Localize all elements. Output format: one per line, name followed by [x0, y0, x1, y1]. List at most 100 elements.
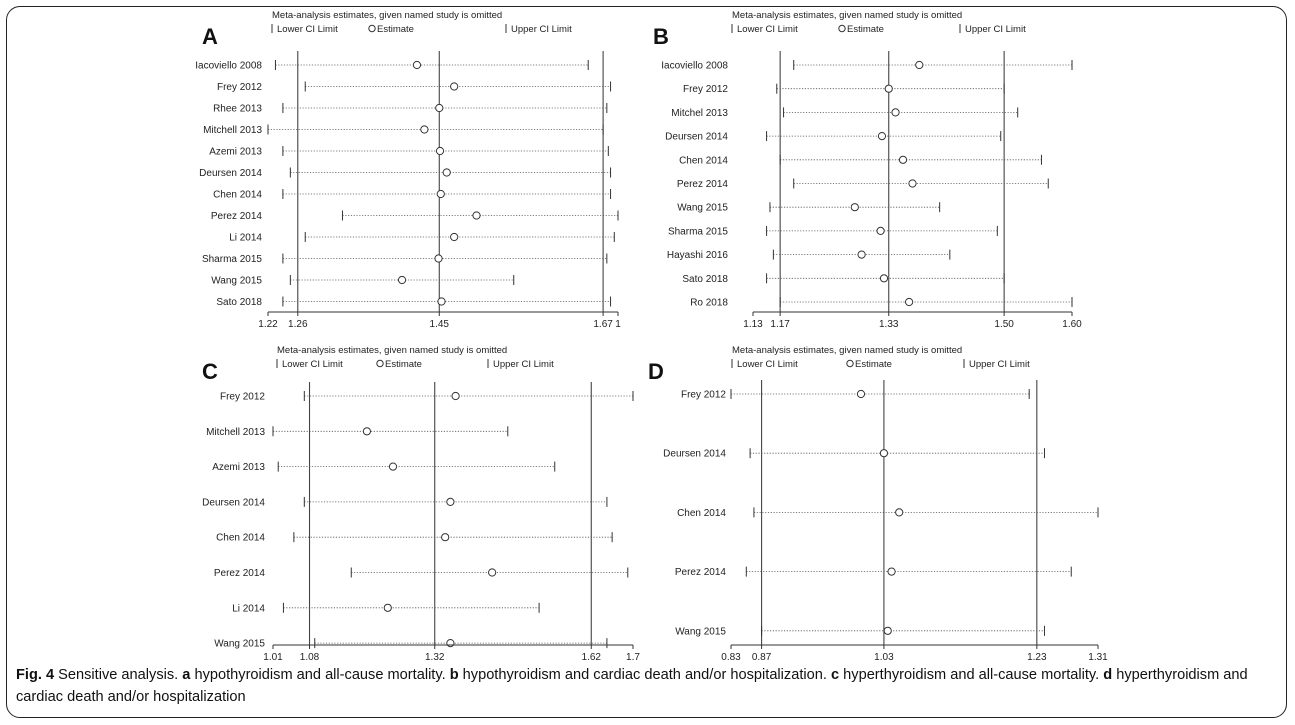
estimate-point	[412, 60, 422, 70]
legend-estimate-marker	[376, 359, 384, 368]
estimate-point	[884, 84, 893, 93]
estimate-point	[446, 639, 455, 648]
figure-frame	[6, 6, 1287, 718]
estimate-point	[436, 189, 445, 199]
x-tick-label: 1.50	[994, 319, 1014, 330]
study-label: Wang 2015	[211, 276, 262, 287]
legend-estimate-label: Estimate	[855, 359, 892, 370]
study-label: Deursen 2014	[202, 497, 265, 508]
estimate-point	[383, 603, 392, 612]
caption-letter-d: d	[1103, 667, 1113, 683]
forest-plot-d: D Meta-analysis estimates, given named st…	[648, 345, 1108, 663]
study-label: Sato 2018	[682, 274, 728, 285]
x-tick-label: 1.13	[743, 319, 763, 330]
legend-title: Meta-analysis estimates, given named stu…	[272, 10, 502, 21]
legend-lower-label: Lower CI Limit	[737, 359, 798, 370]
estimate-point	[915, 60, 924, 70]
x-tick-label: 1.60	[1062, 319, 1082, 330]
caption-fig-label: Fig. 4	[16, 667, 55, 683]
x-tick-label: 1.32	[425, 652, 445, 663]
x-tick-label: 1.08	[300, 652, 320, 663]
estimate-point	[450, 232, 459, 242]
caption-letter-a: a	[182, 667, 191, 683]
legend-lower-label: Lower CI Limit	[277, 24, 338, 35]
legend-title: Meta-analysis estimates, given named stu…	[732, 345, 962, 356]
x-tick-label: 1	[615, 319, 621, 330]
legend-estimate-label: Estimate	[385, 359, 422, 370]
estimate-point	[362, 427, 372, 436]
study-label: Frey 2012	[681, 390, 726, 401]
study-label: Wang 2015	[677, 203, 728, 214]
x-tick-label: 1.23	[1027, 652, 1047, 663]
x-tick-label: 1.03	[874, 652, 894, 663]
caption-title: Sensitive analysis.	[54, 667, 183, 683]
x-tick-label: 1.22	[258, 319, 278, 330]
estimate-point	[434, 254, 443, 263]
estimate-point	[435, 103, 444, 113]
estimate-point	[895, 508, 904, 517]
study-label: Sato 2018	[216, 297, 262, 308]
x-tick-label: 1.67	[593, 319, 613, 330]
estimate-point	[388, 462, 398, 471]
legend-upper-label: Upper CI Limit	[493, 359, 554, 370]
estimate-point	[451, 391, 460, 401]
estimate-point	[472, 211, 481, 220]
x-tick-label: 0.87	[752, 652, 772, 663]
caption-letter-b: b	[449, 667, 459, 683]
caption-text-c: hyperthyroidism and all-cause mortality.	[839, 667, 1104, 683]
study-label: Chen 2014	[216, 533, 265, 544]
study-label: Frey 2012	[220, 392, 265, 403]
estimate-point	[856, 389, 866, 399]
study-label: Deursen 2014	[665, 132, 728, 143]
caption-letter-c: c	[830, 667, 840, 683]
study-label: Ro 2018	[690, 298, 728, 309]
caption-text-a: hypothyroidism and all-cause mortality.	[190, 667, 450, 683]
estimate-point	[887, 567, 896, 576]
estimate-point	[879, 449, 889, 458]
panel-letter: B	[653, 24, 669, 49]
estimate-point	[435, 146, 445, 156]
study-label: Frey 2012	[683, 84, 728, 95]
study-label: Azemi 2013	[212, 462, 265, 473]
study-label: Perez 2014	[214, 568, 266, 579]
legend-estimate-label: Estimate	[847, 24, 884, 35]
estimate-point	[488, 568, 497, 577]
study-label: Chen 2014	[677, 508, 726, 519]
study-label: Sharma 2015	[202, 254, 262, 265]
estimate-point	[437, 297, 446, 306]
caption-text-b: hypothyroidism and cardiac death and/or …	[458, 667, 831, 683]
legend-title: Meta-analysis estimates, given named stu…	[732, 10, 962, 21]
study-label: Mitchell 2013	[206, 427, 265, 438]
study-label: Iacoviello 2008	[195, 61, 262, 72]
legend-title: Meta-analysis estimates, given named stu…	[277, 345, 507, 356]
panel-letter: D	[648, 359, 664, 384]
study-label: Deursen 2014	[663, 449, 726, 460]
study-label: Iacoviello 2008	[661, 61, 728, 72]
forest-plot-b: B Meta-analysis estimates, given named st…	[653, 10, 1082, 330]
estimate-point	[850, 203, 859, 212]
legend-lower-label: Lower CI Limit	[282, 359, 343, 370]
estimate-point	[446, 497, 455, 506]
panel-letter: C	[202, 359, 218, 384]
study-label: Mitchel 2013	[671, 108, 728, 119]
study-label: Wang 2015	[214, 639, 265, 650]
estimate-point	[905, 297, 914, 307]
x-tick-label: 1.31	[1088, 652, 1108, 663]
estimate-point	[441, 533, 450, 542]
legend-estimate-marker	[838, 24, 846, 33]
estimate-point	[442, 168, 451, 177]
study-label: Rhee 2013	[213, 104, 262, 115]
study-label: Frey 2012	[217, 82, 262, 93]
figure-caption: Fig. 4 Sensitive analysis. a hypothyroid…	[16, 664, 1281, 708]
study-label: Mitchell 2013	[203, 125, 262, 136]
legend-upper-label: Upper CI Limit	[969, 359, 1030, 370]
legend-estimate-marker	[846, 359, 854, 368]
study-label: Deursen 2014	[199, 168, 262, 179]
legend-upper-label: Upper CI Limit	[511, 24, 572, 35]
study-label: Azemi 2013	[209, 147, 262, 158]
forest-plot-a: A Meta-analysis estimates, given named st…	[195, 10, 621, 330]
forest-plot-c: C Meta-analysis estimates, given named st…	[202, 345, 640, 663]
panel-letter: A	[202, 24, 218, 49]
study-label: Sharma 2015	[668, 226, 728, 237]
study-label: Li 2014	[232, 603, 265, 614]
